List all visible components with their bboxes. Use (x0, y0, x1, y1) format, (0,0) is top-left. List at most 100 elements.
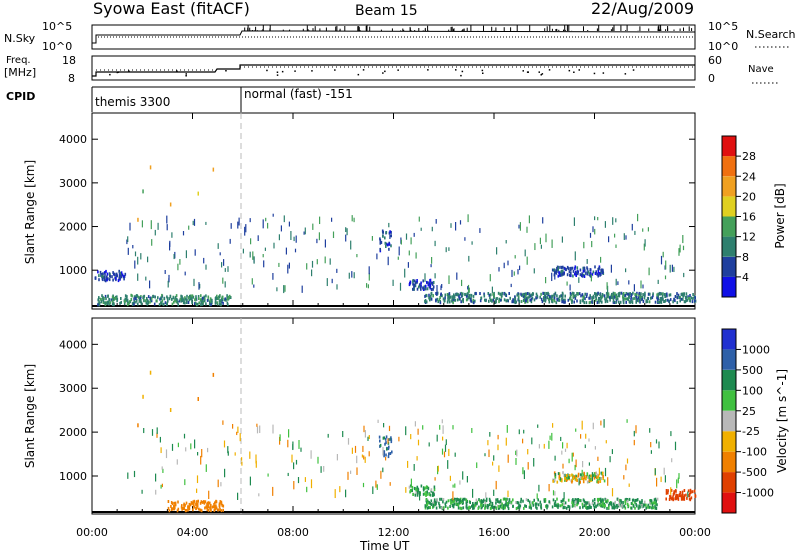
power-pixel (563, 272, 565, 276)
velocity-pixel (572, 476, 574, 480)
power-pixel (508, 292, 510, 295)
power-pixel (492, 298, 495, 302)
velocity-pixel (597, 475, 599, 479)
velocity-pixel (482, 503, 485, 507)
velocity-pixel (579, 480, 581, 484)
power-pixel (316, 259, 318, 265)
velocity-pixel (180, 505, 183, 509)
nave-outlier (117, 71, 120, 73)
power-pixel (145, 276, 147, 281)
power-pixel (680, 293, 683, 296)
velocity-pixel (604, 467, 607, 477)
power-pixel (407, 262, 409, 268)
power-pixel (197, 295, 200, 298)
power-pixel (544, 294, 546, 298)
power-pixel (452, 297, 455, 301)
power-pixel (663, 300, 665, 303)
power-pixel (518, 299, 520, 303)
power-pixel (173, 300, 175, 304)
power-pixel (287, 264, 289, 274)
power-pixel (115, 276, 117, 280)
velocity-pixel (362, 445, 364, 452)
power-pixel (119, 301, 121, 305)
velocity-pixel (376, 484, 378, 490)
velocity-pixel (356, 455, 358, 464)
velocity-pixel (498, 506, 500, 510)
velocity-pixel (688, 494, 691, 497)
power-pixel (388, 242, 391, 246)
power-pixel (193, 302, 196, 306)
velocity-pixel (142, 394, 144, 399)
power-pixel (133, 295, 136, 299)
power-pixel (199, 283, 201, 289)
power-pixel (485, 299, 487, 303)
power-pixel (237, 221, 239, 229)
power-pixel (152, 294, 154, 298)
velocity-pixel (197, 397, 199, 401)
power-pixel (431, 226, 433, 232)
velocity-pixel (554, 500, 557, 504)
power-pixel (622, 292, 625, 295)
power-pixel (146, 299, 149, 302)
velocity-pixel (507, 507, 510, 511)
power-pixel (205, 221, 207, 225)
power-pixel (524, 294, 527, 298)
velocity-pixel (600, 500, 602, 504)
velocity-pixel (347, 471, 349, 480)
velocity-pixel (327, 433, 329, 438)
power-pixel (294, 248, 297, 253)
velocity-pixel (623, 475, 625, 480)
power-pixel (181, 299, 183, 303)
power-pixel (646, 300, 649, 304)
power-pixel (272, 213, 274, 217)
velocity-pixel (611, 449, 613, 455)
velocity-pixel (212, 372, 215, 377)
velocity-pixel (432, 503, 435, 507)
velocity-pixel (663, 467, 665, 475)
power-pixel (630, 297, 632, 301)
nave-tick-top: 60 (708, 54, 722, 67)
power-pixel (531, 296, 534, 300)
velocity-pixel (506, 501, 509, 505)
power-pixel (470, 293, 473, 297)
power-pixel (385, 242, 388, 246)
velocity-pixel (423, 487, 426, 491)
power-pixel (446, 300, 449, 304)
power-pixel (664, 299, 666, 303)
velocity-pixel (649, 428, 651, 433)
velocity-pixel (491, 501, 494, 505)
velocity-pixel (665, 489, 668, 492)
power-pixel (514, 297, 517, 301)
power-pixel (215, 296, 217, 300)
power-pixel (530, 297, 533, 301)
velocity-pixel (634, 499, 636, 503)
power-pixel (503, 298, 506, 302)
power-pixel (387, 256, 389, 266)
power-pixel (169, 242, 171, 251)
velocity-pixel (487, 506, 489, 510)
nave-trace (96, 66, 695, 71)
power-pixel (251, 278, 253, 285)
velocity-pixel (213, 508, 216, 512)
power-pixel (576, 292, 578, 295)
velocity-pixel (671, 458, 673, 463)
velocity-pixel (545, 504, 547, 508)
time-tick-label: 20:00 (579, 526, 611, 539)
power-pixel (569, 273, 571, 277)
power-pixel (493, 295, 495, 299)
power-pixel (164, 301, 167, 305)
power-pixel (612, 299, 615, 303)
velocity-pixel (683, 496, 685, 500)
cpid-label: CPID (6, 90, 35, 103)
velocity-pixel (217, 508, 219, 512)
velocity-pixel (457, 503, 460, 507)
power-pixel (552, 298, 554, 302)
power-pixel (637, 296, 640, 300)
velocity-pixel (423, 492, 426, 496)
power-pixel (544, 298, 547, 302)
power-pixel (201, 299, 204, 303)
power-pixel (680, 297, 683, 301)
velocity-pixel (548, 440, 550, 449)
power-pixel (439, 301, 442, 305)
velocity-pixel (523, 470, 525, 480)
